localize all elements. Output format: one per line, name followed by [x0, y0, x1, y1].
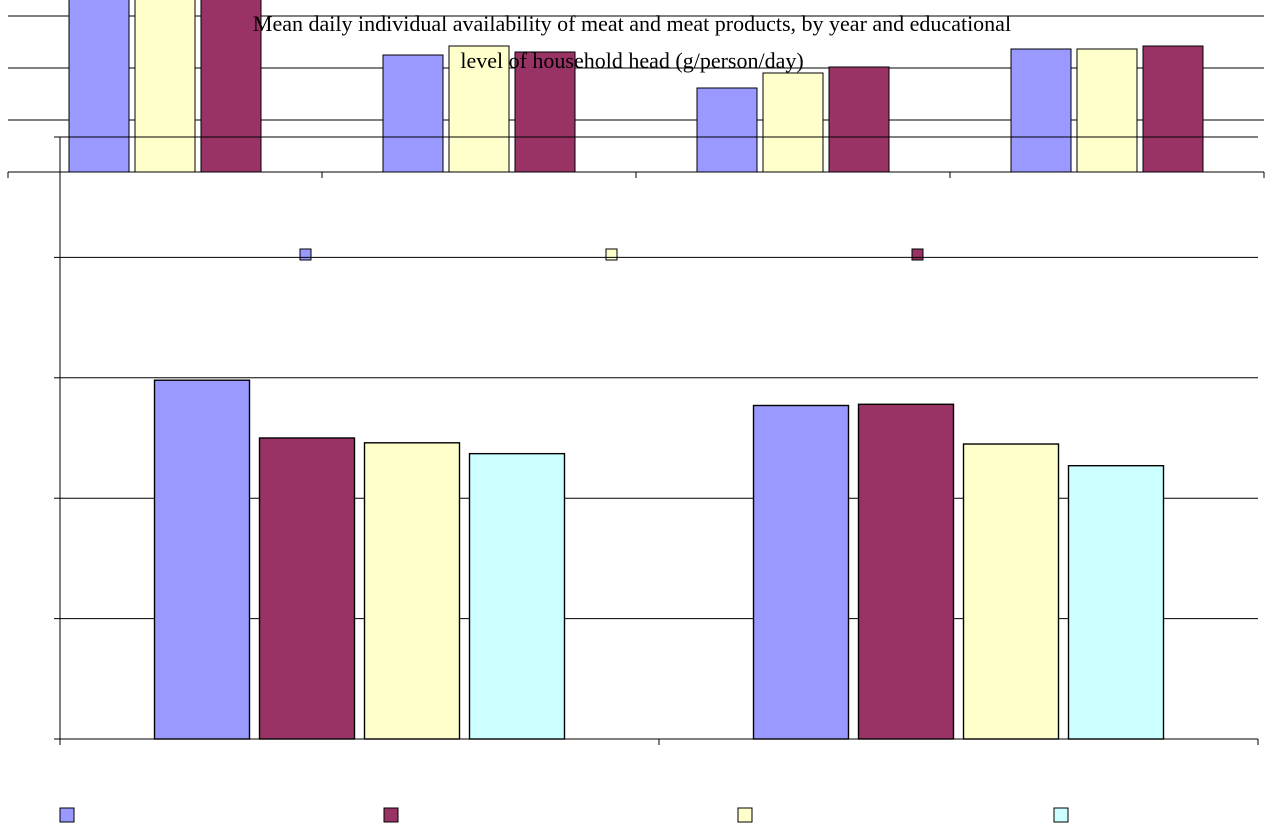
top-bar-1986-87-88-vegetables — [696, 87, 758, 173]
bar-secondary-educ-completed-1996-97-98 — [962, 443, 1060, 740]
main-chart — [54, 136, 1259, 823]
top-bar-1986-87-88-meat-and-meat-products — [382, 54, 444, 173]
top-bar-1992-93-94-milk-and-milk-products — [134, 0, 196, 173]
top-bar-1996-97-98-meat-and-meat-products — [514, 51, 576, 173]
top-bar-1992-93-94-meat-and-meat-products — [448, 45, 510, 173]
top-bar-1986-87-88-milk-and-milk-products — [68, 0, 130, 173]
legend-swatch-elementary-educ-completed — [59, 807, 75, 823]
top-bar-1996-97-98-fruits — [1142, 45, 1204, 173]
bar-secondary-educ-not-completed-1992-93-94 — [258, 437, 356, 740]
legend-swatch-college-univesity — [1053, 807, 1069, 823]
top-bar-1996-97-98-vegetables — [828, 66, 890, 173]
legend-swatch-secondary-educ-completed — [737, 807, 753, 823]
chart-title-line-2: level of household head (g/person/day) — [460, 48, 803, 73]
legend-swatch-secondary-educ-not-completed — [383, 807, 399, 823]
top-chart-fragment — [7, 0, 1265, 261]
top-legend-swatch-1986-87-88 — [299, 248, 312, 261]
bar-elementary-educ-completed-1992-93-94 — [153, 379, 251, 740]
chart-title: Mean daily individual availability of me… — [253, 11, 1011, 73]
bar-college-univesity-1996-97-98 — [1067, 464, 1165, 740]
top-legend-swatch-1996-97-98 — [911, 248, 924, 261]
chart-title-line-1: Mean daily individual availability of me… — [253, 11, 1011, 36]
bar-elementary-educ-completed-1996-97-98 — [752, 404, 850, 740]
bar-secondary-educ-not-completed-1996-97-98 — [857, 403, 955, 740]
top-bar-1986-87-88-fruits — [1010, 48, 1072, 173]
top-bar-1992-93-94-vegetables — [762, 72, 824, 173]
top-bar-1996-97-98-milk-and-milk-products — [200, 0, 262, 173]
top-legend-swatch-1992-93-94 — [605, 248, 618, 261]
bar-college-univesity-1992-93-94 — [468, 452, 566, 740]
bar-secondary-educ-completed-1992-93-94 — [363, 442, 461, 740]
top-bar-1992-93-94-fruits — [1076, 48, 1138, 173]
